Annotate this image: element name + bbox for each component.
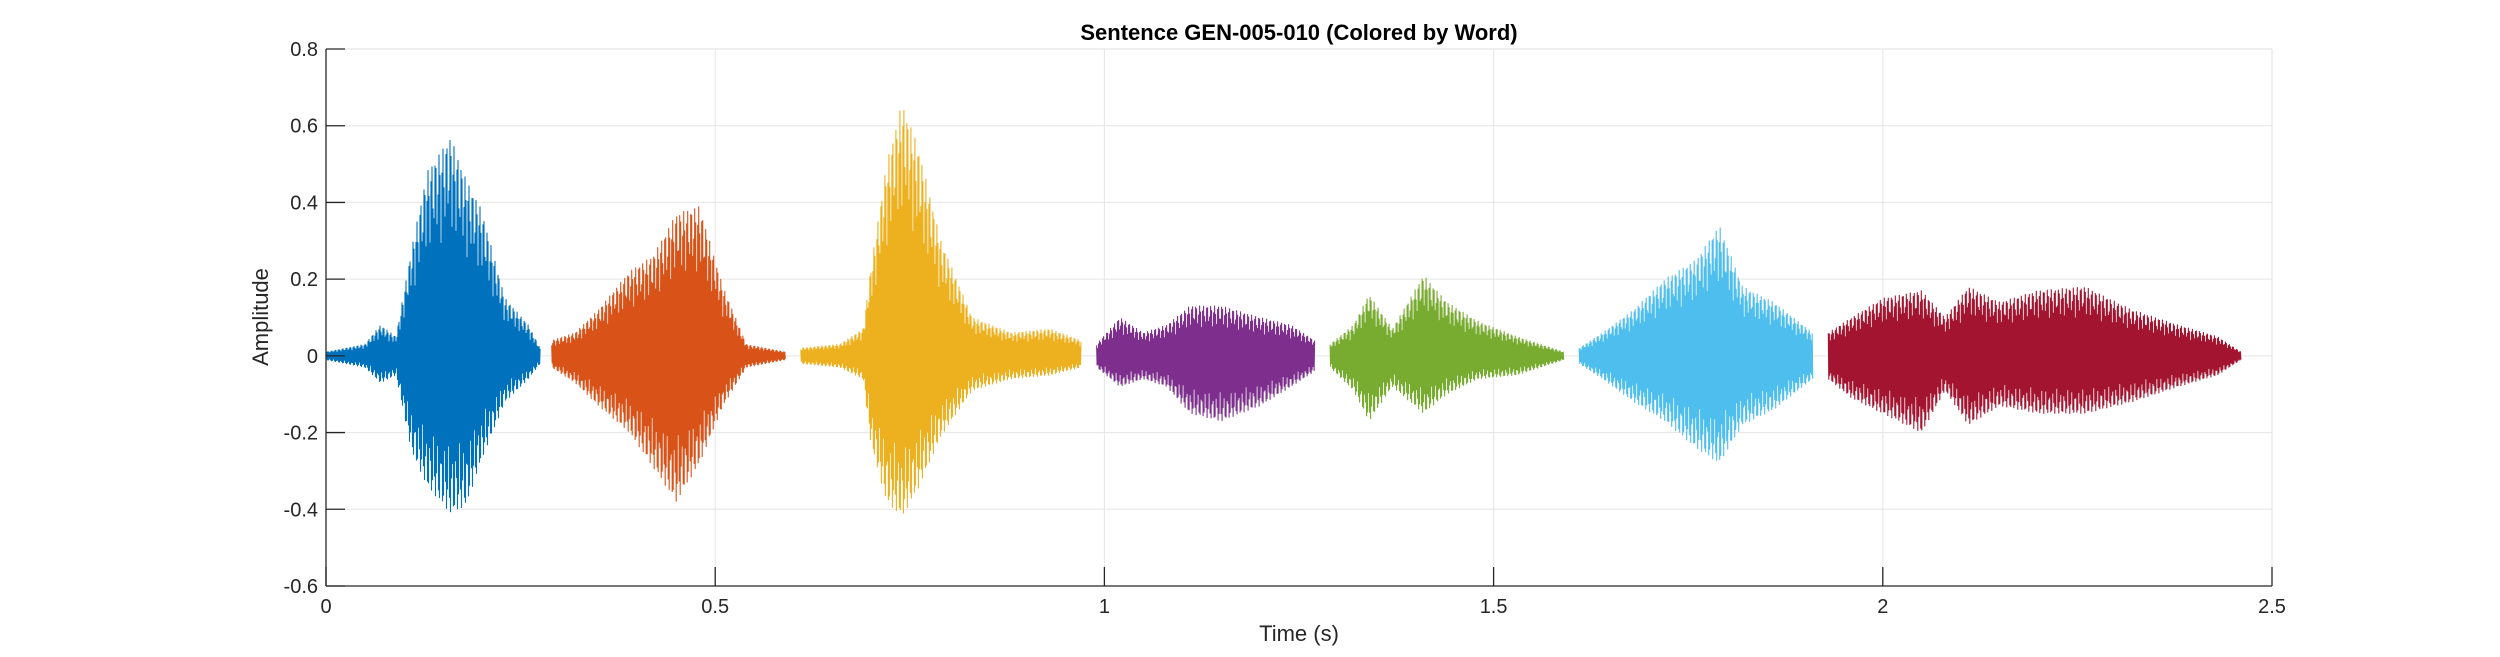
y-tick-label: 0: [307, 346, 318, 368]
x-tick-label: 1: [1099, 596, 1110, 618]
y-tick-label: -0.6: [284, 576, 318, 598]
waveform-word-6: [1578, 227, 1814, 461]
x-tick-label: 0.5: [701, 596, 729, 618]
x-tick-label: 1.5: [1480, 596, 1508, 618]
y-tick-label: 0.6: [290, 116, 318, 138]
waveform-word-4: [1096, 305, 1316, 422]
waveform-word-7: [1827, 287, 2242, 431]
y-tick-label: -0.4: [284, 499, 318, 521]
y-axis-label: Amplitude: [248, 268, 273, 366]
y-tick-label: 0.8: [290, 39, 318, 61]
y-tick-label: -0.2: [284, 423, 318, 445]
x-tick-label: 2.5: [2258, 596, 2286, 618]
chart-title: Sentence GEN-005-010 (Colored by Word): [1080, 20, 1517, 45]
waveform-word-1: [325, 140, 541, 513]
x-axis-label: Time (s): [1259, 621, 1339, 646]
waveform-word-3: [800, 109, 1082, 514]
y-tick-label: 0.4: [290, 192, 318, 214]
waveform-series: [325, 109, 2242, 514]
axes: [325, 48, 2273, 587]
y-tick-label: 0.2: [290, 269, 318, 291]
x-tick-label: 2: [1877, 596, 1888, 618]
tick-labels: 0 0.5 1 1.5 2 2.5 -0.6 -0.4 -0.2 0 0.2 0.4 0.6 0.8: [284, 39, 2286, 618]
waveform-word-5: [1329, 277, 1565, 420]
x-tick-label: 0: [320, 596, 331, 618]
waveform-word-2: [551, 206, 786, 502]
